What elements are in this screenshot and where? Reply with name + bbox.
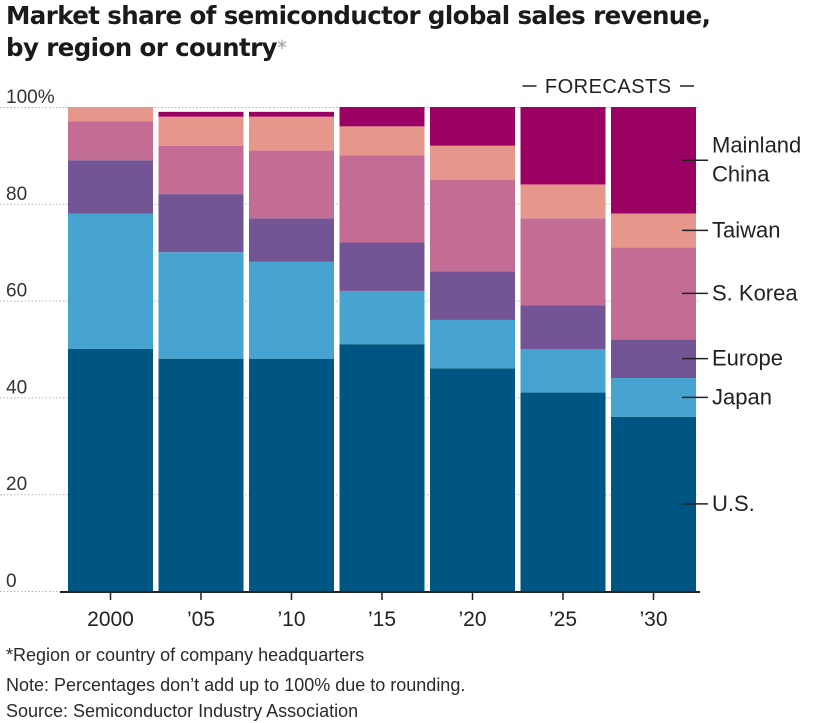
legend-label-china: China (712, 162, 770, 187)
legend-label-china: Mainland (712, 133, 801, 158)
bar-segment-taiwan-2 (249, 116, 334, 151)
footnote-note: Note: Percentages don’t add up to 100% d… (6, 675, 466, 695)
bar-segment-us-0 (68, 349, 153, 591)
bar-segment-europe-4 (430, 271, 515, 320)
x-tick-label: ’25 (549, 608, 577, 631)
y-tick-label: 60 (6, 281, 27, 302)
bar-segment-skorea-6 (611, 247, 696, 340)
y-tick-label: 20 (6, 474, 27, 495)
bar-segment-us-5 (520, 392, 606, 591)
bar-segment-skorea-4 (430, 179, 515, 272)
footnote-region: *Region or country of company headquarte… (6, 645, 365, 665)
bar-segment-taiwan-4 (430, 145, 515, 180)
bar-segment-japan-5 (520, 349, 606, 393)
bar-segment-skorea-0 (68, 121, 153, 161)
title-footnote-marker: * (276, 36, 287, 60)
x-tick-label: ’05 (187, 608, 215, 631)
bar-segment-skorea-1 (158, 145, 244, 195)
bar-segment-china-3 (339, 107, 425, 127)
bar-segment-taiwan-3 (339, 126, 425, 156)
bar-segment-europe-2 (249, 218, 334, 262)
bar-segment-skorea-5 (520, 218, 606, 306)
y-tick-label: 40 (6, 377, 27, 398)
bar-segment-japan-6 (611, 378, 696, 417)
legend-label-japan: Japan (712, 384, 772, 409)
bar-segment-taiwan-0 (68, 107, 153, 122)
x-tick-label: ’10 (277, 608, 305, 631)
bar-segment-china-5 (520, 107, 606, 185)
bar-segment-us-4 (430, 368, 515, 591)
chart-title-line1: Market share of semiconductor global sal… (6, 1, 711, 30)
footnote-source: Source: Semiconductor Industry Associati… (6, 701, 359, 721)
bar-segment-japan-2 (249, 261, 334, 359)
bar-segment-europe-5 (520, 305, 606, 349)
legend-label-skorea: S. Korea (712, 280, 798, 305)
bar-segment-us-3 (339, 344, 425, 591)
x-tick-label: ’20 (458, 608, 486, 631)
x-tick-label: ’30 (639, 608, 667, 631)
bar-segment-skorea-2 (249, 150, 334, 219)
y-tick-label: 0 (6, 571, 17, 592)
bar-segment-us-1 (158, 358, 244, 591)
x-tick-label: 2000 (87, 608, 134, 631)
bar-segment-china-2 (249, 111, 334, 117)
y-tick-label: 100% (6, 87, 55, 108)
bar-segment-us-6 (611, 416, 696, 591)
bar-segment-taiwan-1 (158, 116, 244, 146)
chart-title-line2: by region or country (6, 33, 278, 62)
bar-segment-europe-6 (611, 339, 696, 379)
y-tick-label: 80 (6, 184, 27, 205)
bar-segment-china-1 (158, 111, 244, 117)
legend-label-us: U.S. (712, 491, 755, 516)
bar-segment-japan-1 (158, 252, 244, 359)
bar-segment-china-4 (430, 107, 515, 146)
bar-segment-europe-0 (68, 160, 153, 214)
bar-segment-europe-1 (158, 194, 244, 253)
forecast-label: FORECASTS (545, 76, 672, 98)
bar-segment-china-6 (611, 107, 696, 214)
bar-segment-us-2 (249, 358, 334, 591)
legend-label-europe: Europe (712, 346, 783, 371)
legend-label-taiwan: Taiwan (712, 217, 780, 242)
bar-segment-europe-3 (339, 242, 425, 291)
x-tick-label: ’15 (368, 608, 396, 631)
bar-segment-skorea-3 (339, 155, 425, 243)
bar-segment-japan-0 (68, 213, 153, 349)
bar-segment-taiwan-6 (611, 213, 696, 248)
chart-title: Market share of semiconductor global sal… (6, 0, 806, 64)
bar-segment-taiwan-5 (520, 184, 606, 219)
bar-segment-japan-3 (339, 290, 425, 345)
bar-segment-japan-4 (430, 319, 515, 369)
stacked-bar-chart: 0 20 40 60 80 100% 2000 ’05 ’10 ’15 ’20 ’25 ’30 FOREC… (0, 76, 801, 631)
